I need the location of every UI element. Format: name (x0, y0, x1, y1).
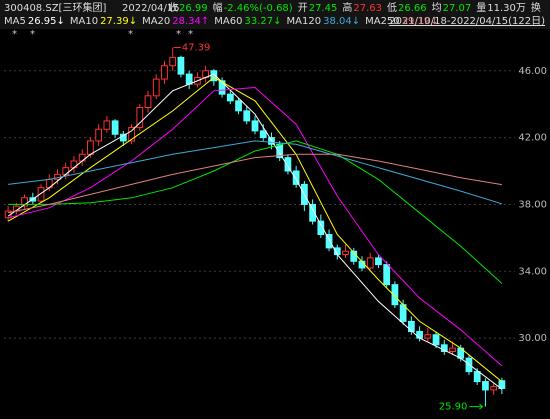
candle-body (391, 284, 399, 306)
y-tick-label: 42.00 (518, 133, 547, 144)
header-label: 收 (168, 1, 178, 14)
candle-body (424, 334, 432, 339)
header-value: 27.07 (443, 3, 472, 14)
header-value: 11.30万 (487, 3, 526, 14)
candle-body (473, 371, 481, 383)
candle-body (103, 120, 111, 130)
annotation-label: 25.90 (439, 402, 468, 413)
marker-star: * (176, 29, 181, 40)
legend-value: 26.95↓ (28, 16, 65, 27)
candle-body (161, 65, 168, 80)
header-label: 高 (342, 1, 352, 14)
candle-body (185, 73, 193, 85)
candle-body (366, 257, 374, 269)
legend-name: MA10 (70, 16, 98, 27)
legend-value: 38.04↓ (323, 16, 360, 27)
ma-line (8, 153, 502, 214)
candle-body (243, 110, 251, 122)
candle-body (218, 80, 226, 95)
candle-body (284, 157, 292, 172)
annotation-label: 47.39 (182, 43, 211, 54)
candle-body (128, 127, 135, 142)
candle-body (177, 56, 185, 75)
candle-body (87, 140, 94, 155)
candle-body (169, 56, 177, 67)
annotation-arrow (479, 403, 484, 410)
y-tick-label: 34.00 (518, 266, 547, 277)
candle-body (78, 153, 86, 162)
candle-body (111, 120, 119, 135)
y-tick-label: 38.00 (518, 199, 547, 210)
candle-body (416, 330, 423, 339)
candle-body (276, 143, 284, 159)
candle-body (95, 128, 103, 142)
header-value: 27.45 (309, 3, 338, 14)
candle-body (325, 234, 333, 249)
marker-star: * (30, 29, 35, 40)
header-value: 26.66 (398, 3, 427, 14)
candle-body (432, 334, 440, 346)
legend-name: MA5 (4, 16, 26, 27)
candle-body (152, 78, 160, 97)
y-tick-label: 30.00 (518, 333, 547, 344)
candle-body (144, 95, 152, 109)
ma-line (7, 76, 503, 383)
candle-body (449, 347, 456, 352)
candle-body (440, 344, 448, 352)
candle-body (383, 264, 391, 286)
header-label: 换 (531, 1, 541, 14)
header-label: 均 (432, 2, 442, 14)
candle-body (292, 170, 300, 185)
ma-line (7, 73, 503, 390)
header-label: 低 (387, 1, 397, 14)
legend-name: MA20 (142, 16, 170, 27)
legend-value: 27.39↓ (100, 16, 137, 27)
date: 2022/04/15 (122, 3, 180, 14)
legend-value: 33.27↓ (245, 16, 282, 27)
header-value: 26.99 (179, 3, 208, 14)
header-label: 幅 (213, 1, 223, 14)
candle-body (317, 220, 325, 236)
candle-body (309, 203, 316, 222)
candle-body (259, 130, 267, 139)
candle-body (375, 257, 382, 266)
ma-line (8, 140, 503, 205)
candle-body (482, 381, 489, 391)
candle-body (498, 380, 506, 389)
candle-body (407, 320, 415, 332)
y-tick-label: 46.00 (518, 66, 547, 77)
candle-body (235, 100, 242, 112)
legend-name: MA250 (365, 16, 400, 27)
legend-name: MA120 (287, 16, 322, 27)
header-label: 开 (298, 3, 308, 14)
date-range: 2021/10/18-2022/04/15(122日) (389, 16, 545, 27)
legend-value: 39.19↓ (402, 16, 439, 27)
header-bar (0, 0, 550, 29)
candle-body (37, 187, 45, 202)
header-value: -2.46%(-0.68) (224, 3, 293, 14)
legend-name: MA60 (214, 16, 242, 27)
candle-body (226, 93, 234, 102)
marker-star: * (128, 29, 133, 40)
ma-line (7, 86, 503, 367)
marker-star: * (12, 29, 17, 40)
candle-body (490, 386, 498, 391)
stock-code: 300408.SZ[三环集团] (4, 1, 106, 14)
candle-body (251, 120, 259, 132)
candle-body (342, 250, 349, 256)
marker-star: * (188, 29, 193, 40)
header-label: 量 (476, 2, 486, 14)
ma-line (8, 140, 503, 284)
header-value: 27.63 (353, 3, 382, 14)
legend-value: 28.34↑ (172, 16, 209, 27)
candle-body (21, 197, 28, 207)
candle-body (136, 107, 144, 129)
